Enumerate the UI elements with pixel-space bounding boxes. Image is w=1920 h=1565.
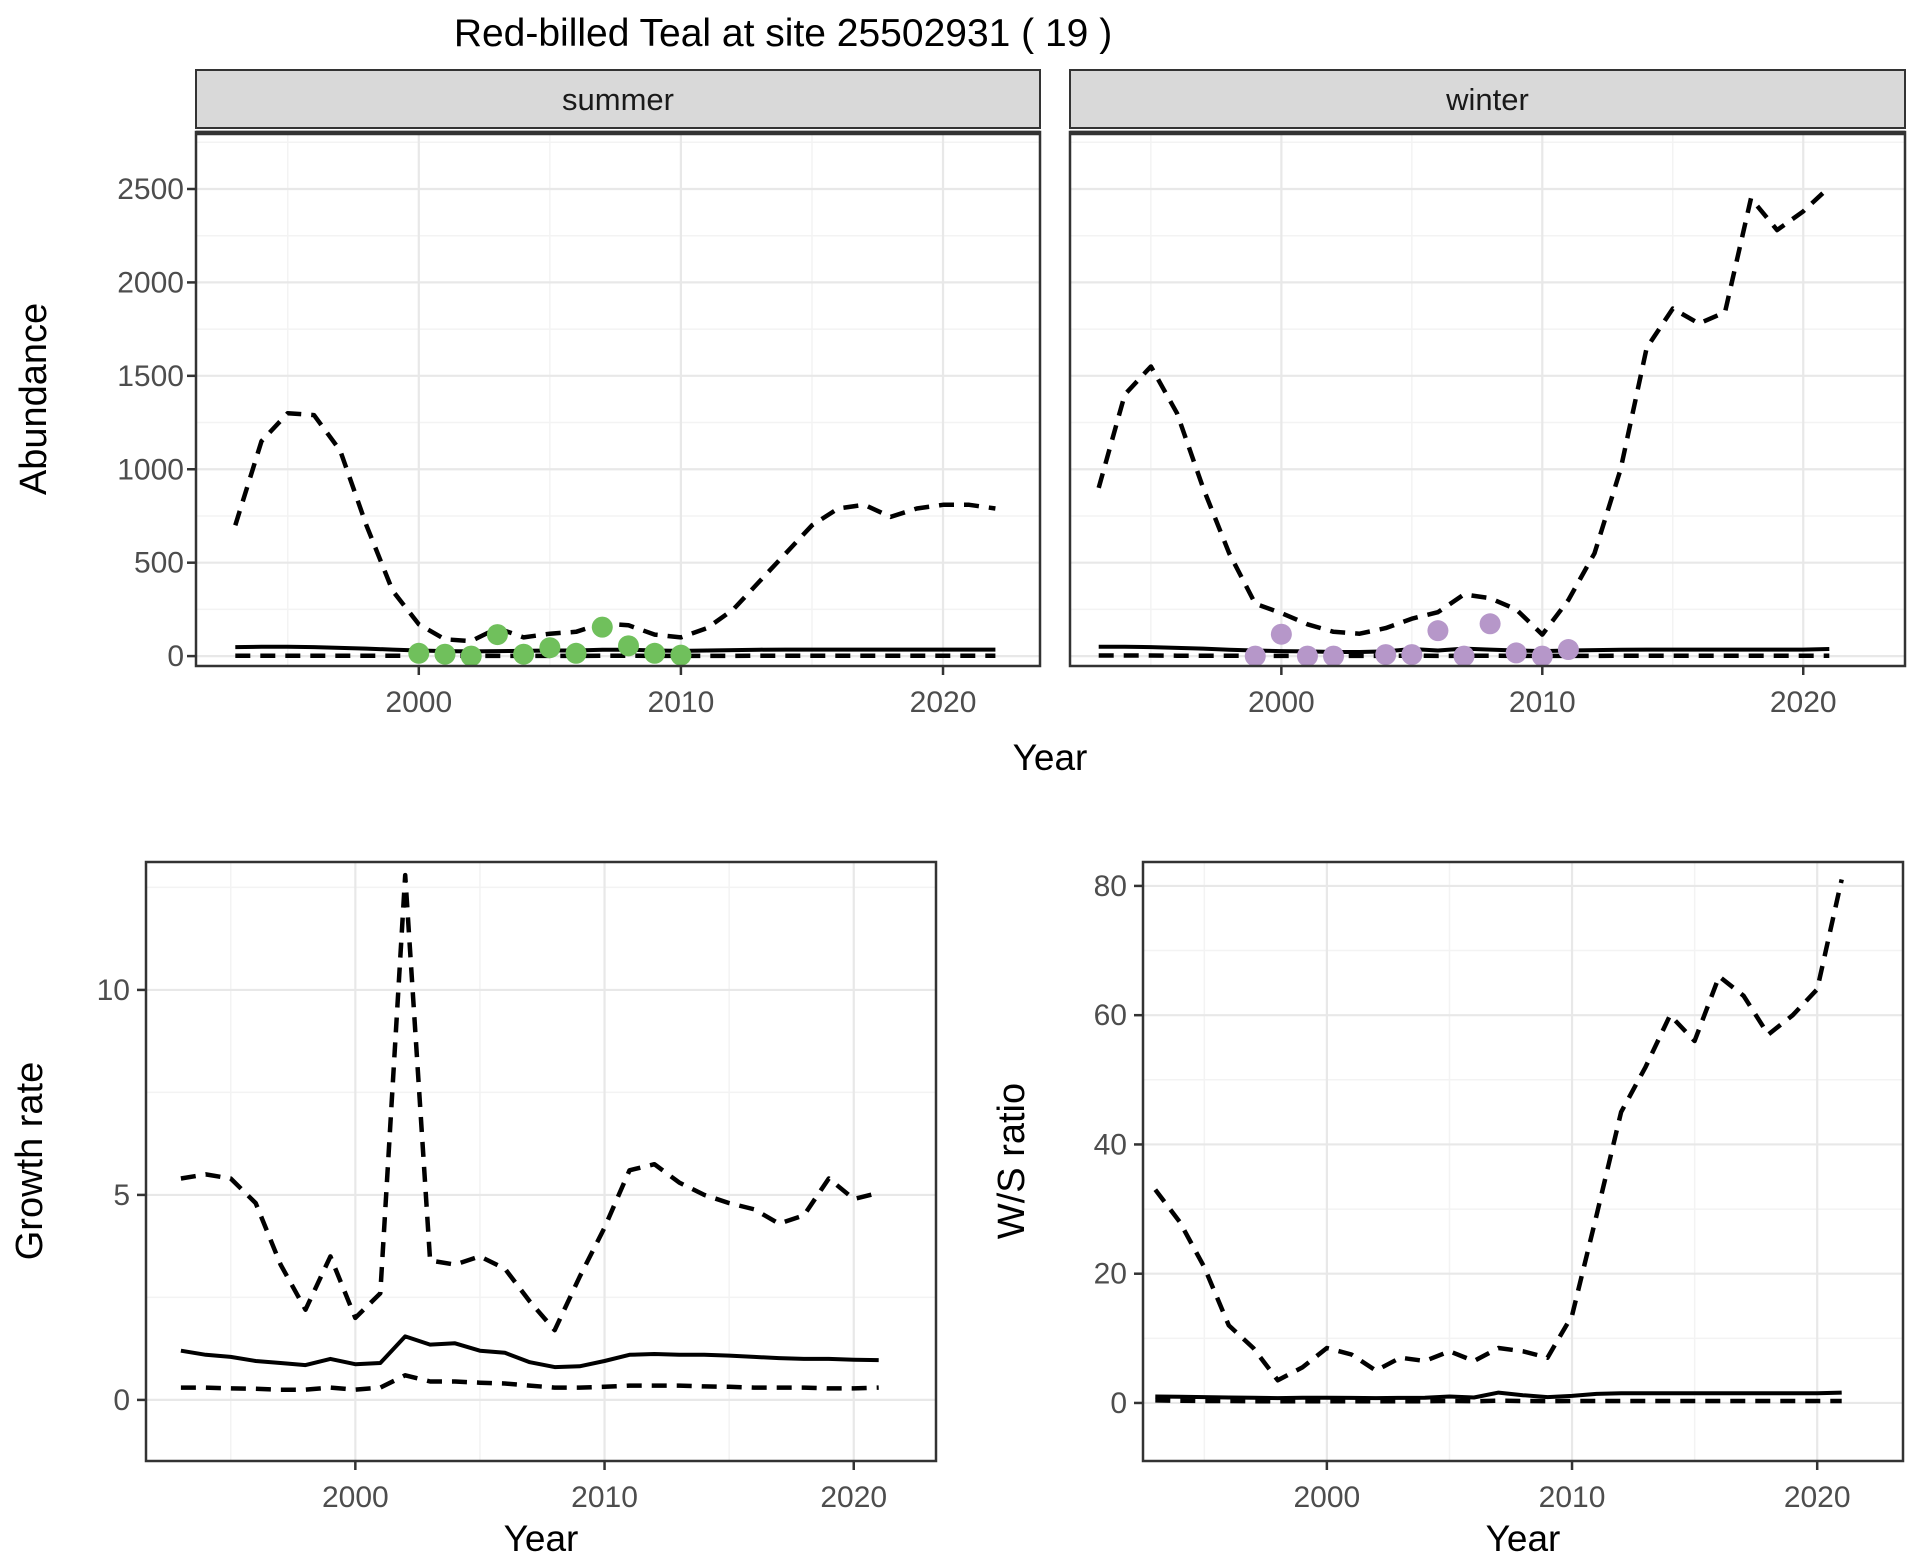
data-point <box>1375 644 1396 665</box>
data-point <box>1506 642 1527 663</box>
x-tick-label: 2020 <box>1784 1481 1851 1514</box>
y-tick-label: 80 <box>1094 870 1127 903</box>
x-tick-label: 2020 <box>1770 686 1837 719</box>
data-point <box>1558 639 1579 660</box>
y-tick-label: 40 <box>1094 1128 1127 1161</box>
data-point <box>1323 646 1344 667</box>
chart-title: Red-billed Teal at site 25502931 ( 19 ) <box>454 12 1112 55</box>
panel-ws-ratio: 2000 2010 2020 0 20 40 60 80 <box>1094 862 1903 1514</box>
data-point <box>1297 646 1318 667</box>
panel-background <box>1070 132 1905 666</box>
x-tick-label: 2010 <box>1509 686 1576 719</box>
y-tick-label: 0 <box>113 1384 130 1417</box>
y-tick-label: 2000 <box>117 266 184 299</box>
y-tick-label: 1000 <box>117 453 184 486</box>
x-tick-label: 2010 <box>1539 1481 1606 1514</box>
data-point <box>592 617 613 638</box>
panel-abundance-summer: summer 2000 2010 2020 0 500 1000 1500 2000 2500 <box>117 70 1040 719</box>
data-point <box>513 644 534 665</box>
data-point <box>1427 620 1448 641</box>
y-tick-label: 1500 <box>117 360 184 393</box>
data-point <box>644 643 665 664</box>
x-tick-label: 2000 <box>385 686 452 719</box>
panel-background <box>146 862 936 1461</box>
x-axis-title-year-top: Year <box>1013 737 1088 778</box>
y-tick-label: 0 <box>1110 1387 1127 1420</box>
x-tick-label: 2000 <box>322 1481 389 1514</box>
data-point <box>618 635 639 656</box>
facet-label: winter <box>1445 82 1529 117</box>
panel-background <box>196 132 1040 666</box>
x-tick-label: 2020 <box>910 686 977 719</box>
y-tick-label: 20 <box>1094 1258 1127 1291</box>
data-point <box>539 637 560 658</box>
y-axis-title-abundance: Abundance <box>13 303 55 495</box>
data-point <box>408 643 429 664</box>
y-axis-title-growth-rate: Growth rate <box>9 1062 51 1261</box>
y-tick-label: 10 <box>97 974 130 1007</box>
data-point <box>487 624 508 645</box>
facet-label: summer <box>562 82 674 117</box>
panel-abundance-winter: winter 2000 2010 2020 <box>1070 70 1905 719</box>
x-tick-label: 2000 <box>1293 1481 1360 1514</box>
y-tick-label: 2500 <box>117 173 184 206</box>
x-tick-label: 2020 <box>820 1481 887 1514</box>
data-point <box>566 643 587 664</box>
data-point <box>1271 624 1292 645</box>
y-tick-label: 0 <box>167 640 184 673</box>
y-tick-label: 60 <box>1094 999 1127 1032</box>
data-point <box>670 645 691 666</box>
y-tick-label: 5 <box>113 1179 130 1212</box>
x-axis-title-year-ws: Year <box>1486 1518 1561 1559</box>
x-tick-label: 2010 <box>571 1481 638 1514</box>
data-point <box>1454 646 1475 667</box>
x-axis-title-year-growth: Year <box>504 1518 579 1559</box>
data-point <box>1401 644 1422 665</box>
panel-growth-rate: 2000 2010 2020 0 5 10 <box>97 862 936 1514</box>
data-point <box>435 644 456 665</box>
data-point <box>1480 613 1501 634</box>
data-point <box>461 646 482 667</box>
x-tick-label: 2000 <box>1248 686 1315 719</box>
y-tick-label: 500 <box>134 547 184 580</box>
x-tick-label: 2010 <box>648 686 715 719</box>
data-point <box>1245 646 1266 667</box>
data-point <box>1532 646 1553 667</box>
panel-background <box>1143 862 1903 1461</box>
y-axis-title-ws-ratio: W/S ratio <box>991 1083 1033 1239</box>
